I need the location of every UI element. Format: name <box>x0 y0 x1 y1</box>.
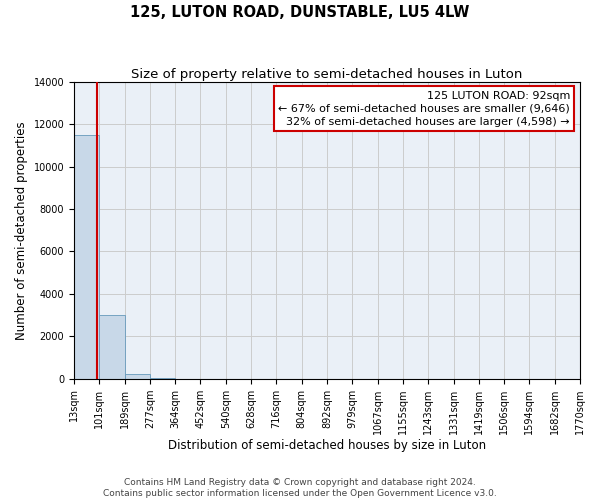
Text: 125, LUTON ROAD, DUNSTABLE, LU5 4LW: 125, LUTON ROAD, DUNSTABLE, LU5 4LW <box>130 5 470 20</box>
Bar <box>100 315 125 378</box>
Text: 125 LUTON ROAD: 92sqm
← 67% of semi-detached houses are smaller (9,646)
32% of s: 125 LUTON ROAD: 92sqm ← 67% of semi-deta… <box>278 90 570 127</box>
Text: Contains HM Land Registry data © Crown copyright and database right 2024.
Contai: Contains HM Land Registry data © Crown c… <box>103 478 497 498</box>
Title: Size of property relative to semi-detached houses in Luton: Size of property relative to semi-detach… <box>131 68 523 80</box>
X-axis label: Distribution of semi-detached houses by size in Luton: Distribution of semi-detached houses by … <box>168 440 486 452</box>
Bar <box>74 134 100 378</box>
Y-axis label: Number of semi-detached properties: Number of semi-detached properties <box>15 121 28 340</box>
Bar <box>125 374 150 378</box>
